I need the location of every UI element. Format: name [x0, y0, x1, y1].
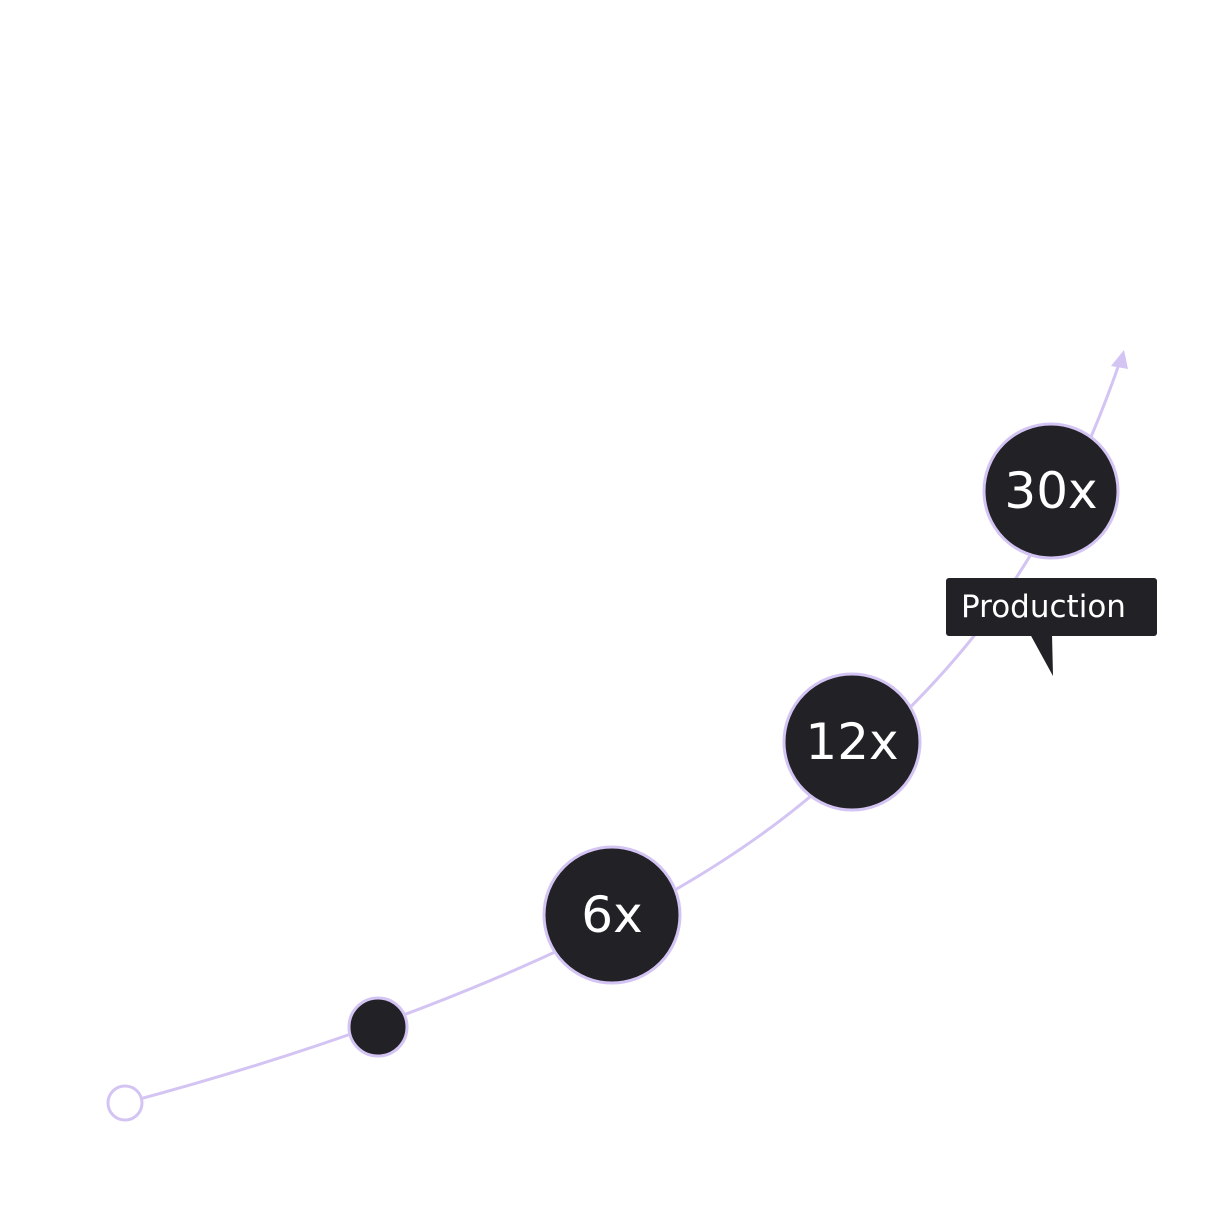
milestone-dot — [347, 996, 409, 1058]
milestone-label: 12x — [805, 713, 898, 771]
production-tooltip: Production — [946, 578, 1157, 676]
milestone-circle — [982, 422, 1120, 560]
tooltip-box — [946, 578, 1157, 636]
tooltip-label: Production — [961, 589, 1126, 625]
milestone-circle — [782, 672, 922, 812]
tooltip-pointer — [1030, 634, 1053, 676]
growth-curve-line — [124, 366, 1120, 1105]
milestone-30x: 30x — [982, 422, 1120, 560]
curve-start-point — [106, 1084, 144, 1122]
milestone-label: 30x — [1004, 462, 1097, 520]
milestone-circle — [542, 845, 682, 985]
milestone-6x: 6x — [542, 845, 682, 985]
arrow-up-icon — [1111, 350, 1128, 369]
milestone-12x: 12x — [782, 672, 922, 812]
milestone-label: 6x — [581, 886, 642, 944]
